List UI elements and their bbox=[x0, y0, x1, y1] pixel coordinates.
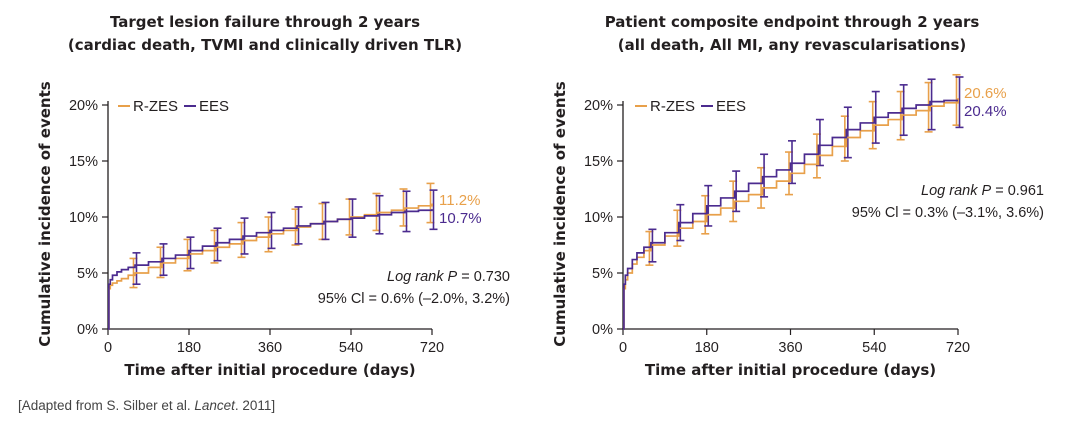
y-tick-label: 10% bbox=[69, 210, 98, 226]
x-tick-label: 540 bbox=[862, 340, 886, 356]
series-line-rzes bbox=[108, 203, 433, 330]
chart-title-line: Patient composite endpoint through 2 yea… bbox=[605, 13, 980, 31]
legend-label-ees: EES bbox=[716, 98, 746, 115]
chart-patient-composite-endpoint: Patient composite endpoint through 2 yea… bbox=[551, 13, 1044, 379]
x-tick-label: 720 bbox=[946, 340, 970, 356]
series-line-ees bbox=[623, 99, 958, 330]
x-tick-label: 180 bbox=[695, 340, 719, 356]
y-tick-label: 0% bbox=[77, 322, 98, 338]
end-label-rzes: 11.2% bbox=[439, 192, 480, 209]
x-tick-label: 0 bbox=[104, 340, 112, 356]
x-tick-label: 540 bbox=[339, 340, 363, 356]
legend-label-rzes: R-ZES bbox=[650, 98, 695, 115]
chart-target-lesion-failure: Target lesion failure through 2 years (ca… bbox=[36, 13, 510, 379]
chart-title-line: Target lesion failure through 2 years bbox=[110, 13, 420, 31]
y-tick-label: 15% bbox=[584, 154, 613, 170]
ci-annotation: 95% Cl = 0.6% (–2.0%, 3.2%) bbox=[318, 291, 510, 307]
x-tick-label: 720 bbox=[420, 340, 444, 356]
y-axis-title: Cumulative incidence of events bbox=[551, 81, 569, 347]
legend: R-ZES EES bbox=[635, 98, 746, 115]
y-axis-title: Cumulative incidence of events bbox=[36, 81, 54, 347]
legend-label-rzes: R-ZES bbox=[133, 98, 178, 115]
log-rank-annotation: Log rank P = 0.730 bbox=[387, 269, 510, 285]
y-tick-label: 20% bbox=[69, 98, 98, 114]
series-line-ees bbox=[108, 209, 433, 330]
source-citation: [Adapted from S. Silber et al. Lancet. 2… bbox=[18, 398, 275, 413]
x-tick-label: 360 bbox=[258, 340, 282, 356]
y-tick-label: 20% bbox=[584, 98, 613, 114]
y-tick-label: 5% bbox=[592, 266, 613, 282]
legend: R-ZES EES bbox=[118, 98, 229, 115]
source-year: . 2011] bbox=[234, 398, 276, 413]
x-axis-title: Time after initial procedure (days) bbox=[645, 361, 936, 379]
x-axis-title: Time after initial procedure (days) bbox=[124, 361, 415, 379]
source-journal: Lancet bbox=[194, 398, 235, 413]
y-tick-label: 15% bbox=[69, 154, 98, 170]
chart-title-line: (cardiac death, TVMI and clinically driv… bbox=[68, 36, 462, 54]
legend-label-ees: EES bbox=[199, 98, 229, 115]
log-rank-annotation: Log rank P = 0.961 bbox=[921, 183, 1044, 199]
y-tick-label: 0% bbox=[592, 322, 613, 338]
y-tick-label: 5% bbox=[77, 266, 98, 282]
y-tick-label: 10% bbox=[584, 210, 613, 226]
x-tick-label: 0 bbox=[619, 340, 627, 356]
end-label-ees: 20.4% bbox=[964, 103, 1007, 120]
ci-annotation: 95% Cl = 0.3% (–3.1%, 3.6%) bbox=[852, 205, 1044, 221]
source-text: [Adapted from S. Silber et al. bbox=[18, 398, 195, 413]
x-tick-label: 180 bbox=[177, 340, 201, 356]
chart-title-line: (all death, All MI, any revascularisatio… bbox=[618, 36, 967, 54]
end-label-rzes: 20.6% bbox=[964, 85, 1007, 102]
end-label-ees: 10.7% bbox=[439, 210, 482, 227]
x-tick-label: 360 bbox=[778, 340, 802, 356]
